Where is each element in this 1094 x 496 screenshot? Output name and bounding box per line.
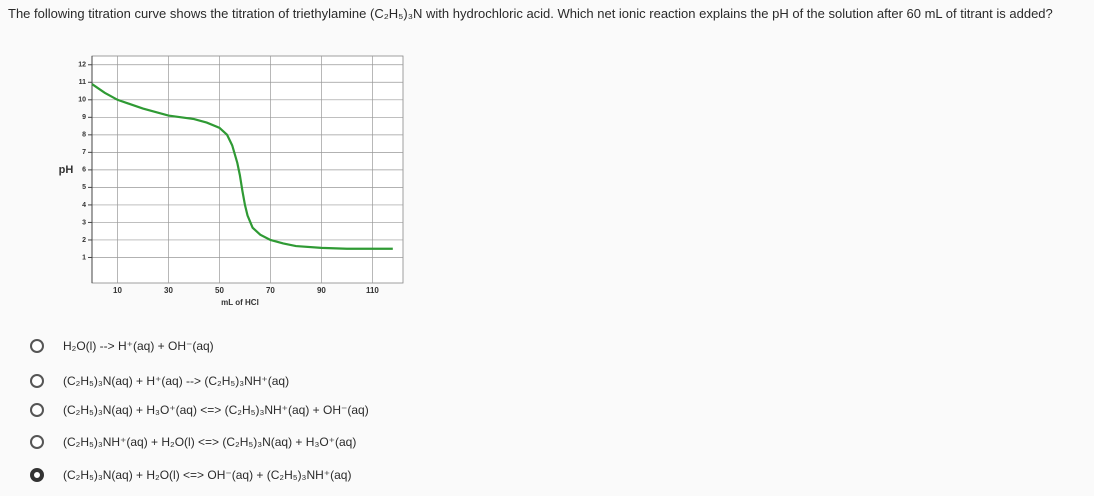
y-tick-label: 9 xyxy=(82,114,86,121)
y-tick-label: 5 xyxy=(82,184,86,191)
x-axis-label: mL of HCl xyxy=(221,298,259,307)
option-text: (C₂H₅)₃NH⁺(aq) + H₂O(l) <=> (C₂H₅)₃N(aq)… xyxy=(63,435,357,449)
option-text: (C₂H₅)₃N(aq) + H₃O⁺(aq) <=> (C₂H₅)₃NH⁺(a… xyxy=(63,403,369,417)
y-tick-label: 12 xyxy=(78,62,86,69)
radio-button[interactable] xyxy=(30,435,44,449)
question-text: The following titration curve shows the … xyxy=(8,6,1053,21)
plot-area xyxy=(91,55,404,284)
radio-button[interactable] xyxy=(30,403,44,417)
option-text: H₂O(l) --> H⁺(aq) + OH⁻(aq) xyxy=(63,339,214,353)
y-tick-label: 2 xyxy=(82,237,86,244)
x-tick-label: 90 xyxy=(317,286,326,295)
y-tick-label: 8 xyxy=(82,132,86,139)
option-text: (C₂H₅)₃N(aq) + H⁺(aq) --> (C₂H₅)₃NH⁺(aq) xyxy=(63,374,290,388)
radio-button[interactable] xyxy=(30,339,44,353)
titration-curve xyxy=(91,83,393,250)
y-tick-label: 4 xyxy=(82,202,86,209)
y-tick-label: 7 xyxy=(82,149,86,156)
x-tick-label: 70 xyxy=(266,286,275,295)
option[interactable]: (C₂H₅)₃N(aq) + H⁺(aq) --> (C₂H₅)₃NH⁺(aq) xyxy=(30,369,289,393)
y-tick-label: 10 xyxy=(78,97,86,104)
option[interactable]: (C₂H₅)₃N(aq) + H₃O⁺(aq) <=> (C₂H₅)₃NH⁺(a… xyxy=(30,398,369,422)
x-tick-label: 110 xyxy=(366,286,379,295)
option[interactable]: H₂O(l) --> H⁺(aq) + OH⁻(aq) xyxy=(30,334,214,358)
y-tick-label: 1 xyxy=(82,254,86,261)
x-tick-label: 50 xyxy=(215,286,224,295)
y-tick-label: 6 xyxy=(82,167,86,174)
radio-button[interactable] xyxy=(30,374,44,388)
x-tick-label: 10 xyxy=(113,286,122,295)
y-tick-label: 11 xyxy=(79,79,87,86)
option[interactable]: (C₂H₅)₃NH⁺(aq) + H₂O(l) <=> (C₂H₅)₃N(aq)… xyxy=(30,430,356,454)
option[interactable]: (C₂H₅)₃N(aq) + H₂O(l) <=> OH⁻(aq) + (C₂H… xyxy=(30,463,351,487)
radio-button[interactable] xyxy=(30,468,44,482)
option-text: (C₂H₅)₃N(aq) + H₂O(l) <=> OH⁻(aq) + (C₂H… xyxy=(63,468,352,482)
y-tick-label: 3 xyxy=(82,219,86,226)
x-tick-label: 30 xyxy=(164,286,173,295)
y-axis-label: pH xyxy=(59,164,74,176)
